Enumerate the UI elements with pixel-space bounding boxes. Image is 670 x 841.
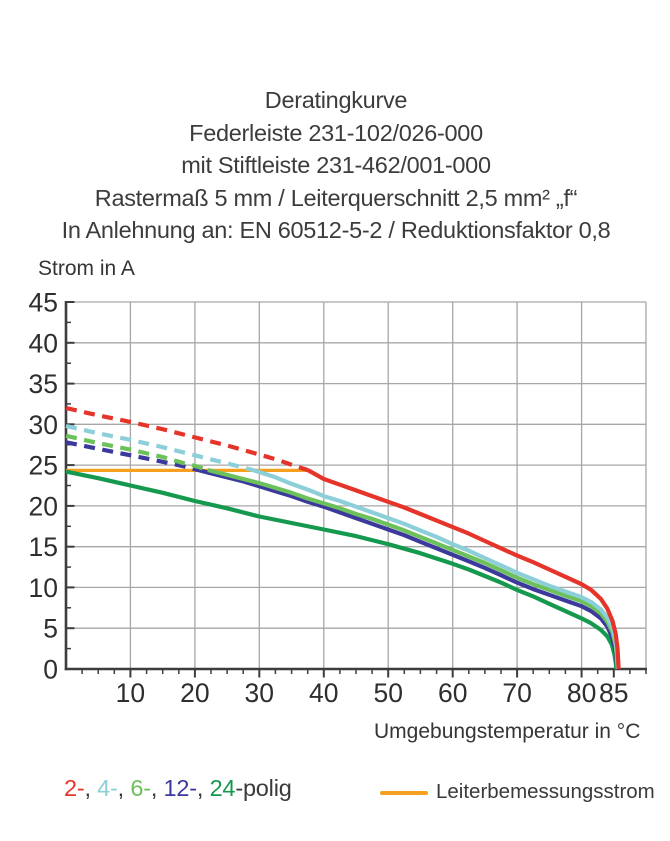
y-tick-label: 10 (29, 573, 58, 603)
poles-legend: 2-, 4-, 6-, 12-, 24-polig (64, 775, 292, 802)
series-4-polig-solid (252, 468, 621, 670)
series-2-polig-dashed (65, 405, 309, 473)
reference-line-swatch (380, 791, 428, 795)
poles-legend-token: 2- (64, 775, 85, 801)
y-tick-label: 5 (43, 614, 58, 644)
chart-subtitle-norm: In Anlehnung an: EN 60512-5-2 / Reduktio… (61, 217, 611, 244)
chart-subtitle-stiftleiste: mit Stiftleiste 231-462/001-000 (181, 152, 491, 179)
poles-legend-token: , (117, 775, 131, 801)
x-tick-label: 70 (502, 678, 531, 708)
series-6-polig-dashed (65, 433, 209, 472)
y-tick-label: 15 (29, 532, 58, 562)
poles-legend-token: 12- (163, 775, 198, 801)
poles-legend-token: -polig (235, 775, 292, 801)
series-2-polig-solid (306, 468, 621, 670)
y-axis-label: Strom in A (38, 257, 135, 280)
y-tick-label: 40 (29, 328, 58, 358)
chart-title: Deratingkurve (264, 87, 408, 113)
x-tick-label: 80 (567, 678, 596, 708)
y-tick-label: 20 (29, 491, 58, 521)
chart-title-block: Deratingkurve Federleiste 231-102/026-00… (2, 84, 670, 247)
x-tick-label: 10 (116, 678, 145, 708)
x-axis-label: Umgebungstemperatur in °C (374, 720, 641, 743)
series-6-polig-solid (207, 467, 620, 670)
series-12-polig-dashed (65, 440, 200, 473)
poles-legend-token: , (150, 775, 164, 801)
x-tick-label: 60 (438, 678, 467, 708)
y-tick-label: 45 (29, 288, 58, 318)
poles-legend-token: , (196, 775, 210, 801)
x-tick-label: 50 (373, 678, 402, 708)
x-tick-label: 40 (309, 678, 338, 708)
poles-legend-token: , (84, 775, 98, 801)
chart-subtitle-federleiste: Federleiste 231-102/026-000 (189, 119, 483, 146)
y-tick-label: 30 (29, 410, 58, 440)
series-24-polig-solid (65, 469, 619, 670)
chart-subtitle-rastermass: Rastermaß 5 mm / Leiterquerschnitt 2,5 m… (94, 184, 578, 211)
x-tick-label: 30 (245, 678, 274, 708)
x-tick-label: 85 (599, 678, 628, 708)
y-tick-label: 25 (29, 451, 58, 481)
reference-line-label: Leiterbemessungsstrom (436, 780, 655, 803)
y-tick-label: 0 (43, 655, 58, 685)
series-4-polig-dashed (65, 423, 254, 473)
x-tick-label: 20 (180, 678, 209, 708)
poles-legend-token: 4- (97, 775, 118, 801)
poles-legend-token: 24 (209, 775, 236, 801)
y-tick-label: 35 (29, 369, 58, 399)
poles-legend-token: 6- (130, 775, 151, 801)
series-12-polig-solid (198, 468, 620, 670)
